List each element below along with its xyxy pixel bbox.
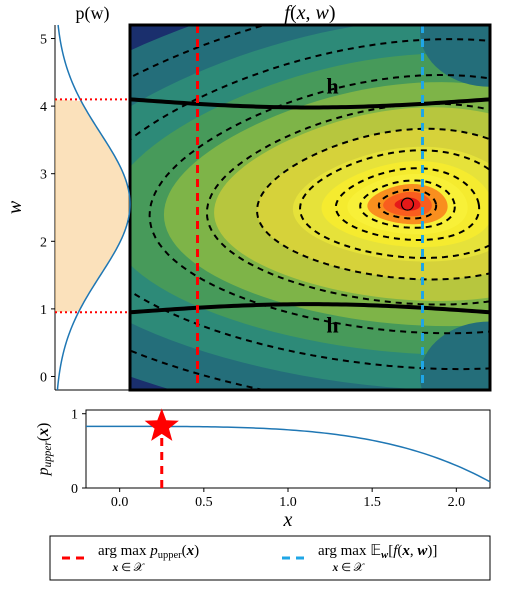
svg-text:4: 4 — [40, 100, 47, 115]
svg-text:5: 5 — [40, 33, 47, 48]
svg-text:pupper(x): pupper(x) — [35, 423, 54, 477]
svg-text:1.0: 1.0 — [279, 495, 297, 510]
svg-text:x ∈ 𝒳: x ∈ 𝒳 — [332, 562, 365, 574]
svg-text:w: w — [4, 200, 26, 214]
max-point — [402, 198, 414, 210]
svg-text:x ∈ 𝒳: x ∈ 𝒳 — [112, 562, 145, 574]
marginal-pw: 0 1 2 3 4 5 w p(w) — [4, 3, 130, 390]
svg-text:0: 0 — [71, 482, 78, 497]
svg-text:p(w): p(w) — [76, 3, 110, 24]
svg-text:0.0: 0.0 — [111, 495, 129, 510]
svg-text:0.5: 0.5 — [195, 495, 213, 510]
svg-text:x: x — [283, 509, 293, 531]
pupper-panel: 0.0 0.5 1.0 1.5 2.0 0 1 x pupper(x) — [35, 408, 490, 531]
svg-text:1: 1 — [71, 408, 78, 423]
svg-text:h: h — [326, 73, 338, 98]
svg-text:arg max 𝔼w[f(x, w)]: arg max 𝔼w[f(x, w)] — [318, 543, 437, 561]
svg-text:2.0: 2.0 — [448, 495, 466, 510]
svg-text:0: 0 — [40, 370, 47, 385]
svg-text:f(x, w): f(x, w) — [284, 2, 335, 24]
svg-text:1: 1 — [40, 303, 47, 318]
star-marker — [145, 408, 179, 441]
svg-text:2: 2 — [40, 235, 47, 250]
svg-text:3: 3 — [40, 168, 47, 183]
figure: h h f(x, w) 0 1 2 3 4 5 w p(w) 0.0 0.5 1.0 1.5 2.0 0 1 x pu… — [0, 0, 512, 590]
svg-text:1.5: 1.5 — [363, 495, 381, 510]
legend: arg max pupper(x)x ∈ 𝒳arg max 𝔼w[f(x, w)… — [50, 536, 490, 580]
svg-text:h: h — [326, 312, 338, 337]
svg-text:arg max pupper(x): arg max pupper(x) — [98, 543, 199, 561]
